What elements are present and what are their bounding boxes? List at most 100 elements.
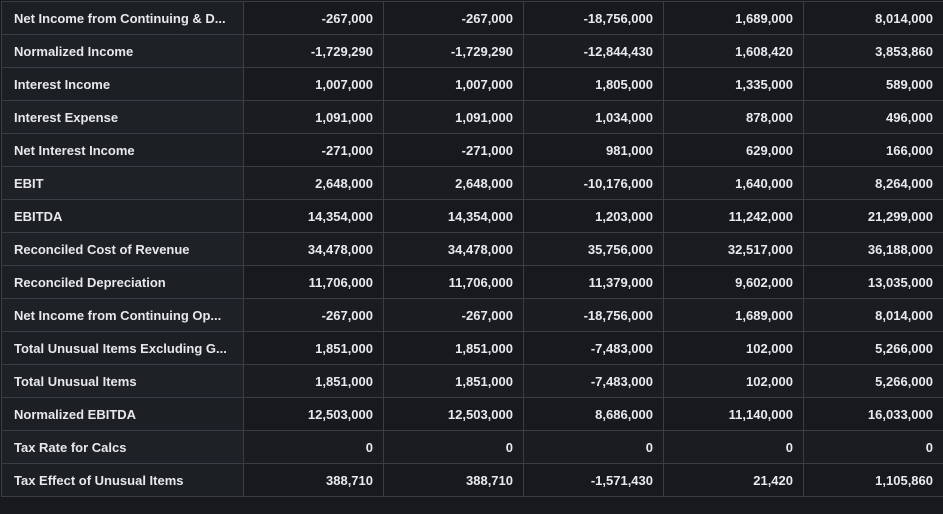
- table-cell: 13,035,000: [803, 265, 943, 299]
- table-row: Net Interest Income -271,000 -271,000 981,0…: [1, 133, 943, 167]
- table-cell: 981,000: [523, 133, 664, 167]
- table-cell: -1,729,290: [383, 34, 524, 68]
- table-cell: 166,000: [803, 133, 943, 167]
- financials-table: Net Income from Continuing & D... -267,00…: [1, 1, 943, 497]
- row-label: Total Unusual Items Excluding G...: [1, 331, 244, 365]
- table-cell: 12,503,000: [383, 397, 524, 431]
- table-row: Total Unusual Items 1,851,000 1,851,000 -7,…: [1, 364, 943, 398]
- table-row: Net Income from Continuing & D... -267,00…: [1, 1, 943, 35]
- table-cell: 1,007,000: [243, 67, 384, 101]
- table-cell: 388,710: [243, 463, 384, 497]
- table-cell: 11,242,000: [663, 199, 804, 233]
- table-cell: 1,034,000: [523, 100, 664, 134]
- table-cell: 32,517,000: [663, 232, 804, 266]
- table-cell: 11,706,000: [383, 265, 524, 299]
- table-cell: 8,014,000: [803, 1, 943, 35]
- table-cell: 1,689,000: [663, 1, 804, 35]
- row-label: Net Interest Income: [1, 133, 244, 167]
- table-row: EBIT 2,648,000 2,648,000 -10,176,000 1,640,0…: [1, 166, 943, 200]
- table-cell: 2,648,000: [243, 166, 384, 200]
- table-cell: -7,483,000: [523, 331, 664, 365]
- table-cell: 496,000: [803, 100, 943, 134]
- row-label: Normalized Income: [1, 34, 244, 68]
- table-row: Total Unusual Items Excluding G... 1,851,…: [1, 331, 943, 365]
- table-cell: 1,007,000: [383, 67, 524, 101]
- table-cell: -1,571,430: [523, 463, 664, 497]
- table-cell: 1,689,000: [663, 298, 804, 332]
- financials-table-body: Net Income from Continuing & D... -267,00…: [1, 1, 943, 497]
- table-cell: 589,000: [803, 67, 943, 101]
- table-cell: 5,266,000: [803, 364, 943, 398]
- table-cell: 14,354,000: [383, 199, 524, 233]
- table-cell: 34,478,000: [383, 232, 524, 266]
- table-cell: -18,756,000: [523, 298, 664, 332]
- table-cell: 1,640,000: [663, 166, 804, 200]
- table-cell: 1,608,420: [663, 34, 804, 68]
- row-label: Interest Income: [1, 67, 244, 101]
- row-label: Interest Expense: [1, 100, 244, 134]
- table-cell: 9,602,000: [663, 265, 804, 299]
- row-label: EBITDA: [1, 199, 244, 233]
- table-cell: 11,706,000: [243, 265, 384, 299]
- table-cell: 35,756,000: [523, 232, 664, 266]
- table-row: Reconciled Depreciation 11,706,000 11,706,…: [1, 265, 943, 299]
- table-cell: 1,851,000: [243, 331, 384, 365]
- row-label: EBIT: [1, 166, 244, 200]
- table-cell: 629,000: [663, 133, 804, 167]
- table-cell: 16,033,000: [803, 397, 943, 431]
- table-cell: 102,000: [663, 364, 804, 398]
- table-cell: -267,000: [243, 298, 384, 332]
- table-cell: -271,000: [383, 133, 524, 167]
- table-cell: 0: [803, 430, 943, 464]
- table-cell: 11,140,000: [663, 397, 804, 431]
- row-label: Total Unusual Items: [1, 364, 244, 398]
- table-row: EBITDA 14,354,000 14,354,000 1,203,000 11,24…: [1, 199, 943, 233]
- table-cell: 1,091,000: [243, 100, 384, 134]
- table-cell: 1,851,000: [243, 364, 384, 398]
- table-cell: -267,000: [383, 1, 524, 35]
- row-label: Reconciled Cost of Revenue: [1, 232, 244, 266]
- table-cell: 102,000: [663, 331, 804, 365]
- table-cell: 34,478,000: [243, 232, 384, 266]
- row-label: Tax Rate for Calcs: [1, 430, 244, 464]
- table-cell: 21,299,000: [803, 199, 943, 233]
- table-cell: 0: [523, 430, 664, 464]
- table-cell: -271,000: [243, 133, 384, 167]
- table-cell: -267,000: [383, 298, 524, 332]
- row-label: Reconciled Depreciation: [1, 265, 244, 299]
- row-label: Net Income from Continuing Op...: [1, 298, 244, 332]
- table-cell: 21,420: [663, 463, 804, 497]
- table-cell: -12,844,430: [523, 34, 664, 68]
- table-cell: 878,000: [663, 100, 804, 134]
- table-row: Interest Expense 1,091,000 1,091,000 1,034,…: [1, 100, 943, 134]
- table-cell: 1,335,000: [663, 67, 804, 101]
- table-cell: 1,105,860: [803, 463, 943, 497]
- table-cell: 1,851,000: [383, 364, 524, 398]
- table-cell: 1,805,000: [523, 67, 664, 101]
- table-cell: 1,203,000: [523, 199, 664, 233]
- table-row: Interest Income 1,007,000 1,007,000 1,805,0…: [1, 67, 943, 101]
- table-cell: 2,648,000: [383, 166, 524, 200]
- table-cell: 36,188,000: [803, 232, 943, 266]
- row-label: Normalized EBITDA: [1, 397, 244, 431]
- table-row: Normalized Income -1,729,290 -1,729,290 -12…: [1, 34, 943, 68]
- table-row: Net Income from Continuing Op... -267,000…: [1, 298, 943, 332]
- table-cell: 8,014,000: [803, 298, 943, 332]
- table-cell: -10,176,000: [523, 166, 664, 200]
- table-cell: 3,853,860: [803, 34, 943, 68]
- table-cell: -7,483,000: [523, 364, 664, 398]
- table-cell: 0: [243, 430, 384, 464]
- table-cell: -267,000: [243, 1, 384, 35]
- table-cell: 0: [383, 430, 524, 464]
- table-cell: 8,264,000: [803, 166, 943, 200]
- table-row: Reconciled Cost of Revenue 34,478,000 34,4…: [1, 232, 943, 266]
- table-cell: 1,851,000: [383, 331, 524, 365]
- table-cell: -18,756,000: [523, 1, 664, 35]
- table-cell: 11,379,000: [523, 265, 664, 299]
- row-label: Net Income from Continuing & D...: [1, 1, 244, 35]
- table-row: Tax Rate for Calcs 0 0 0 0 0: [1, 430, 943, 464]
- table-row: Tax Effect of Unusual Items 388,710 388,71…: [1, 463, 943, 497]
- table-cell: 0: [663, 430, 804, 464]
- table-cell: 12,503,000: [243, 397, 384, 431]
